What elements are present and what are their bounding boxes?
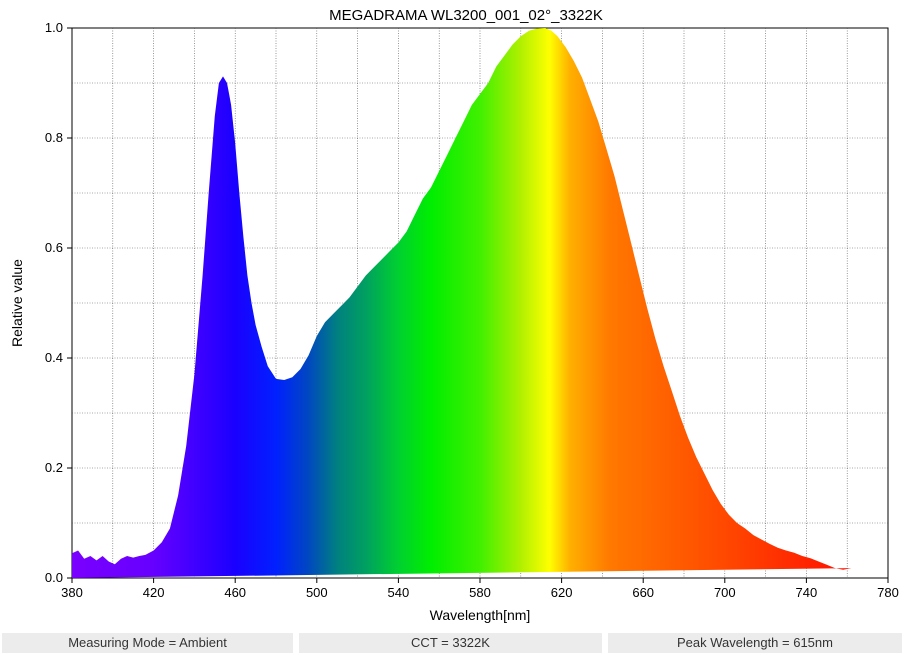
x-tick-label: 540	[388, 585, 410, 600]
spectrum-area	[72, 28, 852, 578]
y-tick-label: 0.2	[45, 460, 63, 475]
spectrum-chart: 380 420 460 500 540 580 620 660 700 740 780 0.0 0.2…	[9, 7, 899, 623]
y-tick-label: 0.8	[45, 130, 63, 145]
y-ticks: 0.0 0.2 0.4 0.6 0.8 1.0	[45, 20, 72, 585]
x-tick-label: 780	[877, 585, 899, 600]
x-tick-label: 580	[469, 585, 491, 600]
peak-wavelength-cell: Peak Wavelength = 615nm	[608, 633, 902, 653]
x-tick-label: 740	[796, 585, 818, 600]
x-tick-label: 460	[224, 585, 246, 600]
y-axis-label: Relative value	[9, 259, 25, 347]
y-tick-label: 0.6	[45, 240, 63, 255]
measuring-mode-cell: Measuring Mode = Ambient	[2, 633, 293, 653]
y-tick-label: 1.0	[45, 20, 63, 35]
x-tick-label: 700	[714, 585, 736, 600]
x-ticks: 380 420 460 500 540 580 620 660 700 740 780	[61, 578, 899, 600]
chart-title: MEGADRAMA WL3200_001_02°_3322K	[329, 7, 603, 24]
x-tick-label: 620	[551, 585, 573, 600]
x-tick-label: 420	[143, 585, 165, 600]
y-tick-label: 0.0	[45, 570, 63, 585]
x-axis-label: Wavelength[nm]	[430, 607, 531, 623]
cct-cell: CCT = 3322K	[299, 633, 602, 653]
y-tick-label: 0.4	[45, 350, 63, 365]
x-tick-label: 500	[306, 585, 328, 600]
status-bar: Measuring Mode = Ambient CCT = 3322K Pea…	[0, 629, 904, 655]
x-tick-label: 380	[61, 585, 83, 600]
x-tick-label: 660	[632, 585, 654, 600]
